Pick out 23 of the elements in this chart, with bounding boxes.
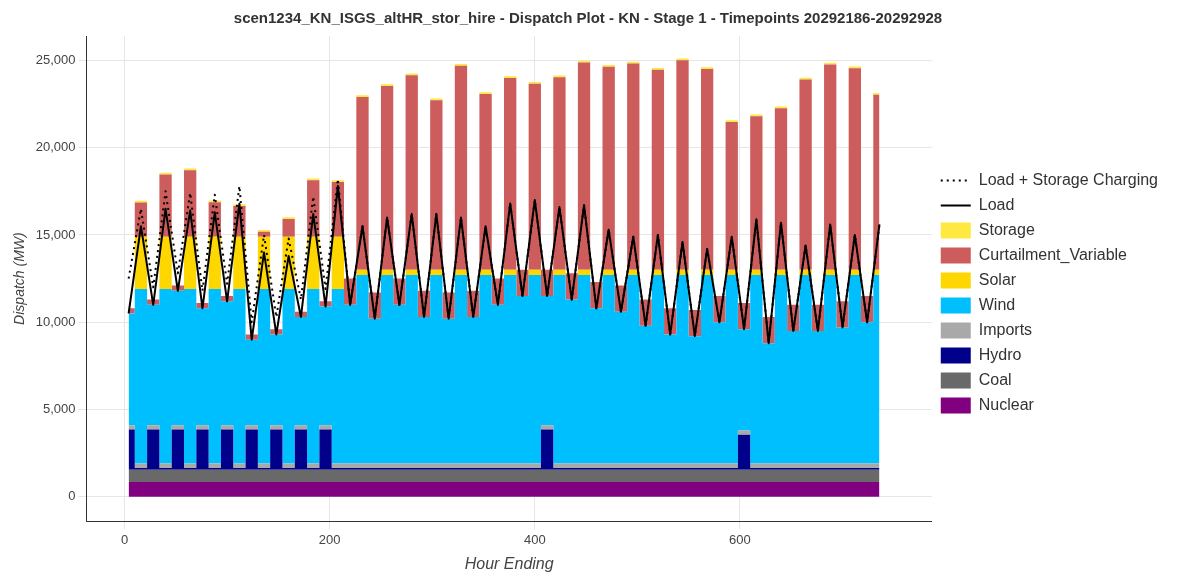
- chart-title: scen1234_KN_ISGS_altHR_stor_hire - Dispatch Plot - KN - Stage 1 - Timepoints 20292186-20292928: [233, 9, 943, 27]
- legend-label: Load: [978, 195, 1015, 213]
- y-tick-label: 20,000: [35, 139, 76, 155]
- y-tick-label: 15,000: [35, 226, 76, 242]
- y-axis-title: Dispatch (MW): [11, 232, 28, 325]
- legend-label: Nuclear: [978, 395, 1035, 413]
- legend-label: Coal: [978, 370, 1012, 388]
- y-tick-label: 25,000: [35, 52, 76, 68]
- legend-label: Storage: [978, 220, 1035, 238]
- legend-label: Solar: [978, 270, 1017, 288]
- legend-label: Wind: [978, 295, 1016, 313]
- x-tick-label: 400: [523, 531, 546, 547]
- legend-label: Load + Storage Charging: [978, 170, 1159, 188]
- x-tick-label: 600: [729, 531, 751, 547]
- legend-label: Hydro: [978, 345, 1022, 363]
- x-axis-title: Hour Ending: [464, 554, 554, 572]
- legend-label: Curtailment_Variable: [978, 245, 1128, 264]
- x-tick-label: 200: [318, 531, 341, 547]
- y-tick-label: 5,000: [43, 401, 76, 417]
- x-tick-label: 0: [120, 531, 129, 547]
- y-tick-label: 0: [68, 488, 76, 504]
- y-tick-label: 10,000: [35, 313, 76, 329]
- legend-label: Imports: [978, 320, 1033, 338]
